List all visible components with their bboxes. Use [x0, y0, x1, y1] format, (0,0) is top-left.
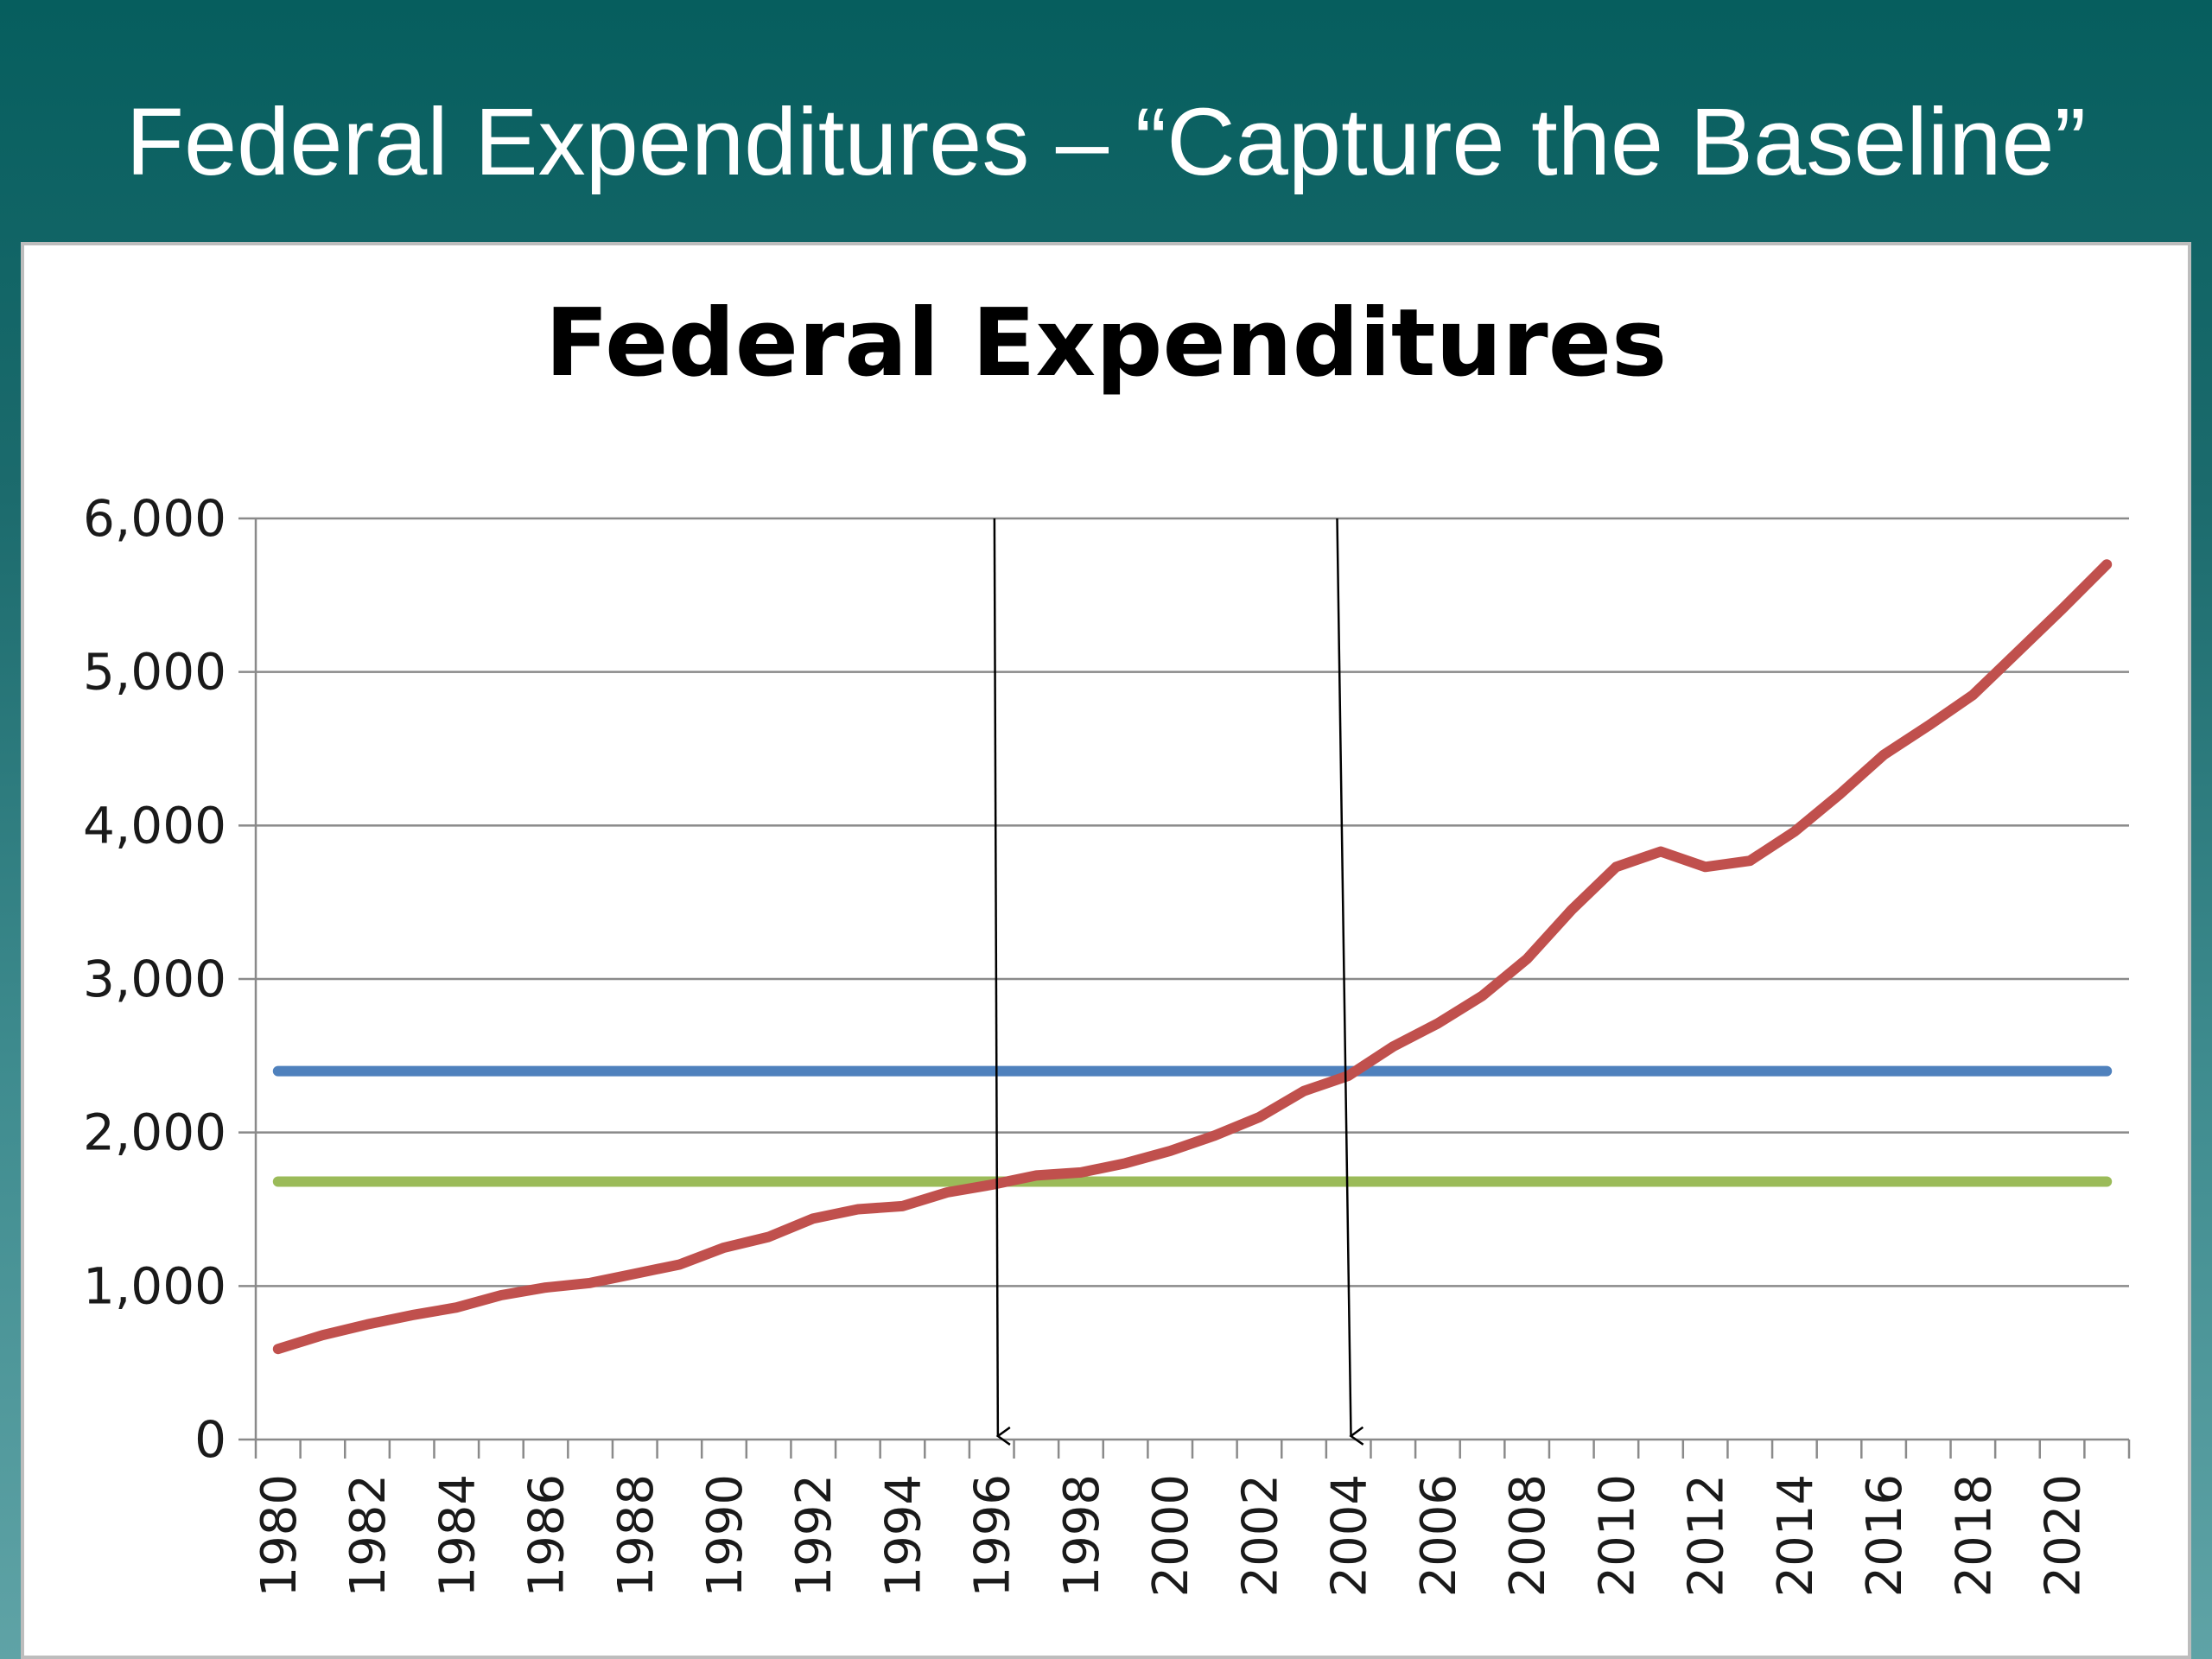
y-tick-label: 1,000: [83, 1256, 226, 1315]
x-tick-label: 2004: [1322, 1474, 1378, 1598]
gridlines: [256, 517, 2129, 1287]
x-tick-label: 1980: [251, 1474, 308, 1598]
x-tick-label: 2018: [1946, 1474, 2002, 1598]
x-tick-label: 1994: [875, 1474, 931, 1598]
x-tick-label: 2012: [1679, 1474, 1735, 1598]
series-layer: [272, 559, 2113, 1355]
x-tick-label: 2014: [1768, 1474, 1824, 1598]
y-tick-label: 0: [194, 1410, 226, 1469]
y-tick-label: 4,000: [83, 796, 226, 855]
x-tick-label: 1990: [697, 1474, 753, 1598]
x-tick-label: 2008: [1500, 1474, 1556, 1598]
chart-title: Federal Expenditures: [545, 289, 1667, 397]
y-tick-label: 2,000: [83, 1103, 226, 1162]
x-tick-label: 1986: [519, 1474, 575, 1598]
y-tick-label: 6,000: [83, 489, 226, 548]
x-tick-label: 1998: [1054, 1474, 1110, 1598]
y-tick-label: 3,000: [83, 950, 226, 1008]
x-axis-labels: 1980 1982 1984 1986 1988 1990 1992 1994 1996 1998…: [251, 1474, 2092, 1598]
x-tick-label: 2016: [1857, 1474, 1913, 1598]
slide-title: Federal Expenditures – “Capture the Base…: [125, 89, 2087, 195]
annotation-arrow: [993, 518, 1011, 1446]
y-tick-label: 5,000: [83, 643, 226, 702]
x-tick-label: 2006: [1411, 1474, 1467, 1598]
axes: [238, 517, 2131, 1459]
x-tick-label: 1988: [608, 1474, 664, 1598]
x-tick-label: 2010: [1589, 1474, 1645, 1598]
expenditures-chart: Federal Expenditures 0 1,000 2,000 3,000 4,0…: [83, 289, 2131, 1598]
chart-panel: Federal Expenditures 0 1,000 2,000 3,000 4,0…: [21, 242, 2191, 1659]
annotation-arrow: [1336, 518, 1364, 1446]
series-line-federal-expenditures: [272, 559, 2113, 1355]
annotation-layer: [993, 518, 1364, 1446]
x-tick-label: 1992: [786, 1474, 842, 1598]
x-tick-label: 1982: [340, 1474, 397, 1598]
x-tick-label: 2020: [2036, 1474, 2092, 1598]
x-tick-label: 2002: [1232, 1474, 1288, 1598]
y-axis-labels: 0 1,000 2,000 3,000 4,000 5,000 6,000: [83, 489, 226, 1469]
x-tick-label: 1984: [429, 1474, 486, 1598]
x-tick-label: 2000: [1143, 1474, 1199, 1598]
x-tick-label: 1996: [965, 1474, 1021, 1598]
